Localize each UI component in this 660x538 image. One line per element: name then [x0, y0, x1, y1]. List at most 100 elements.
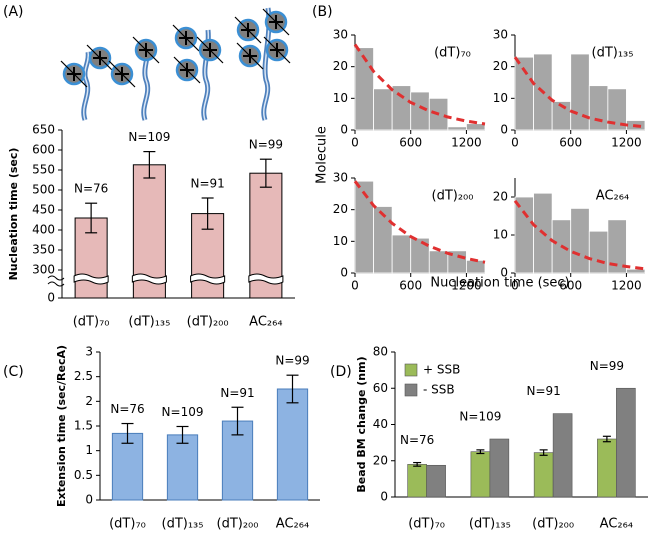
x-tick-label: (dT)₂₀₀ [532, 517, 574, 532]
x-tick-label: 0 [351, 279, 359, 293]
annotation: N=76 [110, 402, 144, 416]
x-tick-label: 1200 [451, 136, 482, 150]
annotation: N=109 [128, 130, 170, 144]
annotation: N=99 [275, 354, 309, 368]
y-tick-label: 0 [340, 266, 348, 280]
y-tick-label: 30 [333, 171, 348, 185]
x-tick-label: (dT)₁₃₅ [128, 315, 170, 330]
y-tick-label: 0 [500, 266, 508, 280]
histogram-bar [447, 126, 467, 131]
legend-label: - SSB [423, 383, 455, 397]
reca [131, 35, 161, 65]
dna-strand [83, 51, 90, 121]
reca [172, 55, 202, 85]
annotation: N=109 [459, 410, 501, 424]
y-tick-label: 20 [333, 59, 348, 73]
y-tick-label: 3 [85, 345, 93, 359]
y-tick-label: 0 [340, 123, 348, 137]
bar [276, 388, 309, 501]
x-tick-label: (dT)₂₀₀ [217, 517, 259, 532]
y-tick-label: 500 [32, 183, 55, 197]
panel-label: (B) [312, 4, 333, 20]
annotation: N=99 [249, 138, 283, 152]
panel-label: (D) [330, 364, 352, 380]
fit-curve [513, 56, 646, 129]
histogram-bar [607, 219, 627, 274]
y-tick-label: 20 [493, 190, 508, 204]
histogram-bar [410, 91, 430, 131]
y-axis-label: Bead BM change (nm) [355, 356, 368, 492]
histogram-label: (dT)₂₀₀ [432, 189, 474, 204]
histogram-bar [391, 234, 412, 274]
bar [470, 451, 491, 498]
annotation: N=76 [400, 433, 434, 447]
x-tick-label: (dT)₇₀ [73, 315, 110, 330]
reca [59, 59, 89, 89]
x-tick-label: 600 [399, 279, 422, 293]
y-tick-label: 350 [32, 243, 55, 257]
x-tick-label: 1200 [611, 136, 642, 150]
schematic [81, 7, 272, 121]
annotation: N=76 [74, 182, 108, 196]
y-tick-label: 550 [32, 163, 55, 177]
histogram-bar [570, 207, 590, 274]
x-tick-label: (dT)₁₃₅ [162, 517, 204, 532]
bar [616, 387, 636, 498]
x-tick-label: 600 [559, 136, 582, 150]
bar [533, 452, 554, 498]
legend-swatch [404, 383, 418, 397]
histogram-bar [373, 88, 393, 131]
histogram-bar [391, 85, 412, 131]
bar [597, 438, 617, 498]
histogram-bar [626, 268, 646, 274]
histogram-label: AC₂₆₄ [596, 189, 629, 204]
reca [107, 59, 137, 89]
histogram-bar [466, 259, 486, 274]
y-tick-label: 0 [47, 291, 55, 305]
histogram-bar [588, 85, 609, 131]
y-tick-label: 20 [493, 59, 508, 73]
legend-label: + SSB [423, 363, 460, 377]
x-tick-label: 0 [351, 136, 359, 150]
reca [235, 41, 265, 71]
fit-curve [353, 43, 486, 126]
y-axis-label: Nucleation time (sec) [7, 148, 20, 281]
x-tick-label: (dT)₇₀ [408, 517, 445, 532]
annotation: N=99 [590, 359, 624, 373]
histogram-bar [588, 230, 609, 274]
y-tick-label: 20 [333, 202, 348, 216]
legend-swatch [404, 363, 418, 377]
y-axis-label: Molecule [315, 126, 330, 184]
x-tick-label: AC₂₆₄ [600, 517, 633, 532]
fit-curve [353, 180, 486, 264]
histogram-bar [514, 196, 534, 274]
x-tick-label: 600 [399, 136, 422, 150]
annotation: N=91 [526, 384, 560, 398]
bar [426, 464, 446, 498]
y-tick-label: 600 [32, 143, 55, 157]
y-tick-label: 10 [493, 228, 508, 242]
x-tick-label: 600 [559, 279, 582, 293]
y-tick-label: 0 [85, 493, 93, 507]
reca [85, 43, 115, 73]
y-tick-label: 0.5 [74, 468, 93, 482]
y-tick-label: 2 [85, 394, 93, 408]
histogram-label: (dT)₁₃₅ [592, 46, 634, 61]
x-tick-label: AC₂₆₄ [249, 315, 282, 330]
panel-label: (A) [3, 4, 24, 20]
annotation: N=91 [190, 177, 224, 191]
annotation: N=109 [162, 405, 204, 419]
y-tick-label: 0 [380, 490, 388, 504]
reca [171, 23, 201, 53]
axis-break [248, 273, 284, 285]
axis-break [190, 273, 226, 285]
y-tick-label: 20 [373, 453, 388, 467]
bar [489, 438, 510, 498]
y-tick-label: 1 [85, 443, 93, 457]
y-tick-label: 80 [373, 345, 388, 359]
x-tick-label: (dT)₁₃₅ [469, 517, 511, 532]
histogram-bar [570, 53, 590, 131]
x-tick-label: (dT)₂₀₀ [187, 315, 229, 330]
bar [407, 464, 427, 498]
